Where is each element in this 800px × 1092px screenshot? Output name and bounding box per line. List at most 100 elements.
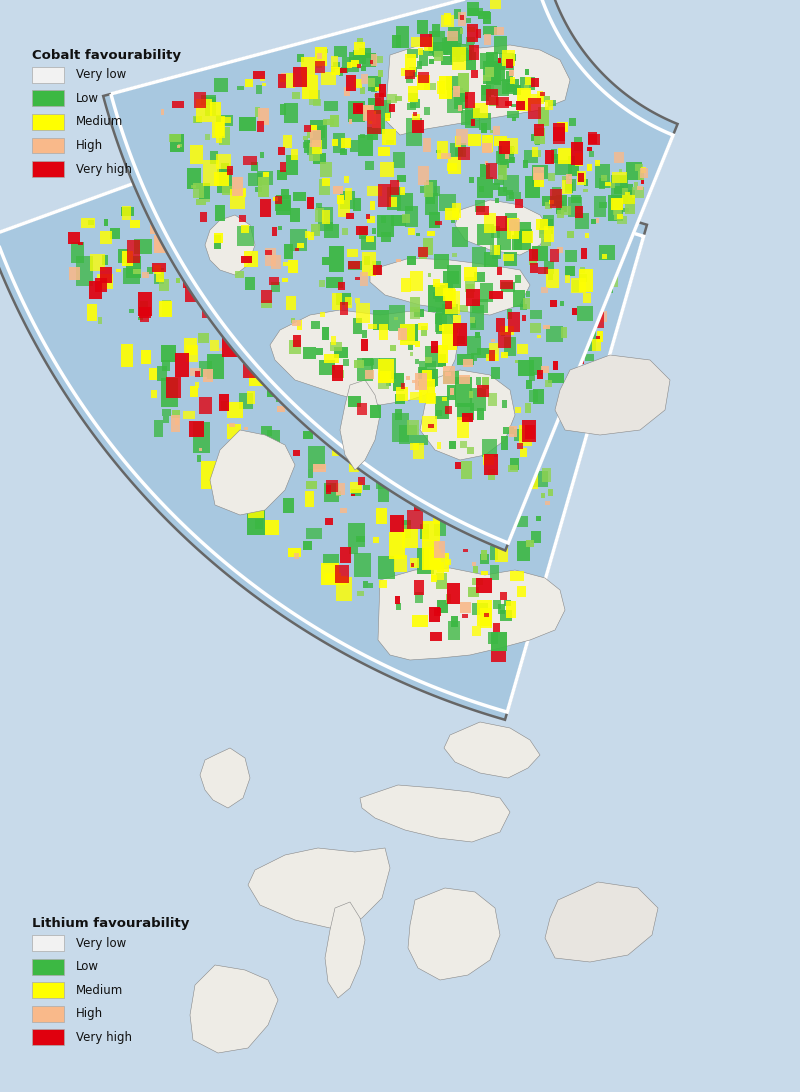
FancyBboxPatch shape	[288, 548, 302, 557]
FancyBboxPatch shape	[157, 366, 167, 381]
FancyBboxPatch shape	[206, 214, 214, 218]
FancyBboxPatch shape	[548, 274, 554, 280]
FancyBboxPatch shape	[95, 278, 107, 292]
FancyBboxPatch shape	[243, 156, 257, 165]
FancyBboxPatch shape	[32, 114, 64, 130]
FancyBboxPatch shape	[466, 52, 476, 70]
FancyBboxPatch shape	[303, 346, 316, 359]
FancyBboxPatch shape	[355, 536, 365, 542]
FancyBboxPatch shape	[404, 406, 414, 422]
FancyBboxPatch shape	[500, 325, 514, 335]
FancyBboxPatch shape	[374, 224, 386, 233]
FancyBboxPatch shape	[545, 202, 552, 210]
FancyBboxPatch shape	[437, 553, 450, 572]
FancyBboxPatch shape	[306, 321, 314, 331]
FancyBboxPatch shape	[512, 117, 516, 121]
FancyBboxPatch shape	[448, 156, 461, 175]
FancyBboxPatch shape	[375, 57, 383, 63]
FancyBboxPatch shape	[302, 233, 306, 236]
FancyBboxPatch shape	[150, 225, 162, 234]
FancyBboxPatch shape	[434, 203, 442, 207]
FancyBboxPatch shape	[524, 466, 538, 489]
FancyBboxPatch shape	[478, 207, 490, 217]
FancyBboxPatch shape	[239, 188, 246, 198]
FancyBboxPatch shape	[562, 262, 575, 272]
FancyBboxPatch shape	[459, 305, 468, 311]
FancyBboxPatch shape	[337, 491, 341, 496]
FancyBboxPatch shape	[478, 177, 493, 198]
FancyBboxPatch shape	[509, 292, 516, 302]
FancyBboxPatch shape	[215, 121, 224, 136]
FancyBboxPatch shape	[448, 620, 460, 641]
FancyBboxPatch shape	[453, 168, 459, 179]
FancyBboxPatch shape	[582, 189, 587, 192]
FancyBboxPatch shape	[230, 311, 246, 330]
FancyBboxPatch shape	[555, 307, 567, 327]
FancyBboxPatch shape	[315, 47, 326, 66]
FancyBboxPatch shape	[559, 300, 564, 306]
FancyBboxPatch shape	[448, 27, 462, 49]
FancyBboxPatch shape	[358, 538, 362, 541]
FancyBboxPatch shape	[525, 425, 535, 439]
FancyBboxPatch shape	[322, 399, 329, 408]
FancyBboxPatch shape	[482, 85, 494, 95]
FancyBboxPatch shape	[215, 486, 230, 505]
FancyBboxPatch shape	[473, 391, 489, 416]
FancyBboxPatch shape	[349, 261, 362, 270]
FancyBboxPatch shape	[32, 138, 64, 154]
FancyBboxPatch shape	[324, 102, 338, 110]
FancyBboxPatch shape	[402, 264, 407, 272]
FancyBboxPatch shape	[442, 56, 454, 66]
FancyBboxPatch shape	[558, 149, 572, 164]
FancyBboxPatch shape	[161, 378, 178, 407]
FancyBboxPatch shape	[328, 182, 338, 191]
FancyBboxPatch shape	[409, 253, 426, 264]
FancyBboxPatch shape	[289, 166, 298, 178]
FancyBboxPatch shape	[534, 173, 545, 187]
FancyBboxPatch shape	[464, 296, 474, 306]
FancyBboxPatch shape	[256, 458, 272, 467]
FancyBboxPatch shape	[543, 226, 554, 242]
FancyBboxPatch shape	[379, 229, 390, 246]
FancyBboxPatch shape	[270, 379, 280, 385]
FancyBboxPatch shape	[566, 262, 580, 285]
FancyBboxPatch shape	[121, 344, 134, 367]
FancyBboxPatch shape	[262, 83, 266, 86]
FancyBboxPatch shape	[385, 114, 390, 121]
FancyBboxPatch shape	[347, 281, 364, 308]
FancyBboxPatch shape	[519, 259, 526, 269]
FancyBboxPatch shape	[291, 318, 295, 323]
FancyBboxPatch shape	[163, 205, 169, 211]
FancyBboxPatch shape	[185, 285, 198, 302]
FancyBboxPatch shape	[326, 353, 332, 359]
FancyBboxPatch shape	[334, 118, 340, 130]
FancyBboxPatch shape	[345, 189, 352, 200]
FancyBboxPatch shape	[464, 266, 478, 282]
FancyBboxPatch shape	[267, 430, 281, 451]
FancyBboxPatch shape	[426, 159, 435, 166]
FancyBboxPatch shape	[362, 134, 378, 161]
FancyBboxPatch shape	[445, 284, 453, 299]
FancyBboxPatch shape	[507, 218, 519, 239]
FancyBboxPatch shape	[453, 86, 460, 97]
FancyBboxPatch shape	[257, 340, 274, 369]
FancyBboxPatch shape	[486, 354, 498, 361]
FancyBboxPatch shape	[217, 168, 232, 192]
FancyBboxPatch shape	[466, 224, 473, 229]
FancyBboxPatch shape	[445, 559, 451, 565]
FancyBboxPatch shape	[605, 182, 610, 186]
FancyBboxPatch shape	[261, 300, 272, 308]
FancyBboxPatch shape	[507, 477, 515, 490]
FancyBboxPatch shape	[493, 600, 501, 608]
FancyBboxPatch shape	[154, 268, 163, 284]
FancyBboxPatch shape	[543, 288, 557, 300]
FancyBboxPatch shape	[454, 323, 466, 346]
FancyBboxPatch shape	[561, 327, 567, 337]
FancyBboxPatch shape	[32, 67, 64, 83]
FancyBboxPatch shape	[278, 198, 288, 211]
FancyBboxPatch shape	[195, 382, 199, 388]
FancyBboxPatch shape	[455, 136, 462, 146]
FancyBboxPatch shape	[141, 349, 151, 364]
FancyBboxPatch shape	[314, 293, 318, 300]
FancyBboxPatch shape	[381, 336, 387, 345]
